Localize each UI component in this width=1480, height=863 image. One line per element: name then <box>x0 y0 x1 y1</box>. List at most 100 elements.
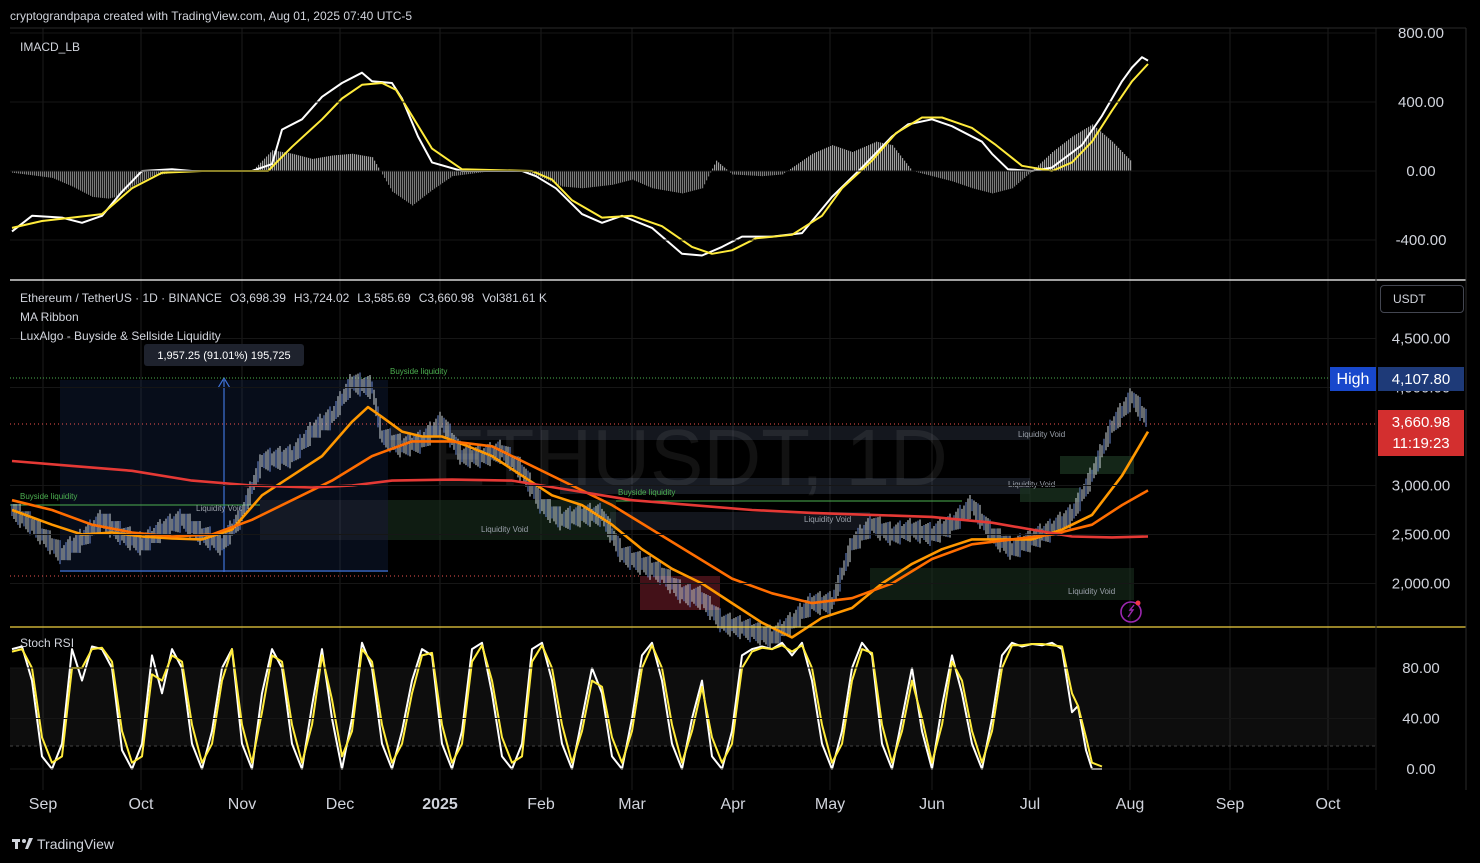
macd-histogram-bar <box>150 171 152 178</box>
stoch-legend[interactable]: Stoch RSI <box>20 636 74 650</box>
macd-histogram-bar <box>600 171 602 187</box>
macd-histogram-bar <box>704 171 706 185</box>
macd-histogram-bar <box>960 171 962 185</box>
macd-histogram-bar <box>1086 128 1088 171</box>
macd-histogram-bar <box>392 171 394 192</box>
macd-histogram-bar <box>760 171 762 177</box>
macd-histogram-bar <box>82 171 84 192</box>
series-line <box>11 63 1149 255</box>
macd-histogram-bar <box>154 171 156 176</box>
macd-histogram-bar <box>868 145 870 171</box>
time-axis[interactable]: Sep Oct Nov Dec 2025 Feb Mar Apr May Jun Jul Aug Sep… <box>29 796 1341 813</box>
macd-histogram-bar <box>822 149 824 171</box>
macd-histogram-bar <box>40 171 42 177</box>
macd-histogram-bar <box>782 171 784 175</box>
macd-histogram-bar <box>116 171 118 197</box>
macd-histogram-bar <box>368 156 370 171</box>
symbol-legend[interactable]: Ethereum / TetherUS · 1D · BINANCE O3,698… <box>20 291 547 305</box>
macd-histogram-bar <box>348 154 350 171</box>
macd-histogram-bar <box>1076 134 1078 171</box>
macd-histogram-bar <box>410 171 412 205</box>
macd-histogram-bar <box>354 154 356 171</box>
macd-histogram-bar <box>940 171 942 179</box>
stoch-axis[interactable]: 80.00 40.00 0.00 <box>10 660 1440 778</box>
indicator-legend-ma-ribbon[interactable]: MA Ribbon <box>20 310 79 324</box>
macd-histogram-bar <box>586 171 588 188</box>
macd-histogram-bar <box>576 171 578 188</box>
macd-histogram-bar <box>836 146 838 171</box>
macd-histogram-bar <box>706 171 708 181</box>
macd-histogram-bar <box>98 171 100 198</box>
macd-histogram-bar <box>716 160 718 171</box>
macd-histogram-bar <box>1014 171 1016 187</box>
macd-histogram-bar <box>398 171 400 196</box>
macd-histogram-bar <box>1126 156 1128 171</box>
liquidity-void-zone <box>1020 488 1080 502</box>
macd-histogram-bar <box>834 145 836 171</box>
axis-tick-label: 2,000.00 <box>1392 576 1450 593</box>
macd-histogram-bar <box>852 152 854 171</box>
macd-histogram-bar <box>312 158 314 171</box>
macd-histogram-bar <box>608 171 610 186</box>
macd-histogram-bar <box>548 171 550 181</box>
macd-histogram-bar <box>980 171 982 191</box>
price-axis[interactable]: 4,500.004,000.003,000.002,500.002,000.00 <box>10 331 1450 593</box>
macd-histogram-bar <box>862 147 864 171</box>
time-tick-label: Oct <box>129 796 154 813</box>
macd-histogram-bar <box>748 171 750 176</box>
annotation-label: Buyside liquidity <box>618 488 675 497</box>
macd-histogram-bar <box>20 171 22 174</box>
symbol-title: Ethereum / TetherUS · 1D · BINANCE <box>20 291 222 305</box>
axis-tick-label: 3,000.00 <box>1392 478 1450 495</box>
macd-histogram-bar <box>606 171 608 186</box>
notification-dot <box>1135 600 1141 606</box>
stoch-rsi-pane[interactable] <box>10 641 1376 770</box>
macd-histogram-bar <box>46 171 48 178</box>
macd-histogram-bar <box>854 151 856 171</box>
annotation-label: Liquidity Void <box>1068 587 1115 596</box>
currency-button[interactable]: USDT <box>1380 285 1464 313</box>
macd-histogram-bar <box>1108 138 1110 171</box>
price-pane[interactable]: ETHUSDT, 1D Buyside liquidity Buyside li… <box>10 344 1376 649</box>
replay-icon-bolt <box>1127 604 1135 618</box>
macd-histogram-bar <box>1000 171 1002 192</box>
indicator-legend-luxalgo[interactable]: LuxAlgo - Buyside & Sellside Liquidity <box>20 329 221 343</box>
macd-price-axis[interactable]: 800.00 400.00 0.00 -400.00 <box>10 25 1446 249</box>
macd-histogram-bar <box>636 171 638 182</box>
macd-histogram-bar <box>736 171 738 175</box>
macd-histogram-bar <box>930 171 932 176</box>
macd-histogram-bar <box>364 155 366 171</box>
macd-histogram-bar <box>30 171 32 176</box>
macd-histogram-bar <box>598 171 600 187</box>
macd-histogram-bar <box>924 171 926 175</box>
macd-histogram-bar <box>1072 136 1074 171</box>
macd-histogram-bar <box>954 171 956 183</box>
macd-histogram-bar <box>476 171 478 174</box>
macd-histogram-bar <box>686 171 688 193</box>
macd-histogram-bar <box>1128 158 1130 171</box>
bar-countdown: 11:19:23 <box>1392 435 1449 452</box>
macd-histogram-bar <box>36 171 38 176</box>
macd-histogram-bar <box>644 171 646 185</box>
macd-histogram-bar <box>934 171 936 177</box>
macd-histogram-bar <box>156 171 158 176</box>
macd-legend[interactable]: IMACD_LB <box>20 40 80 54</box>
macd-histogram-bar <box>460 171 462 176</box>
macd-histogram-bar <box>1024 171 1026 178</box>
series-line <box>11 641 1102 770</box>
macd-histogram-bar <box>996 171 998 193</box>
time-tick-label: Nov <box>228 796 256 813</box>
macd-histogram-bar <box>620 171 622 183</box>
annotation-label: Liquidity Void <box>196 504 243 513</box>
macd-histogram-bar <box>616 171 618 184</box>
replay-icon[interactable] <box>1120 601 1142 623</box>
macd-histogram-bar <box>470 171 472 174</box>
macd-histogram-bar <box>726 169 728 171</box>
macd-histogram-bar <box>1092 124 1094 171</box>
macd-histogram-bar <box>1020 171 1022 182</box>
macd-histogram-bar <box>458 171 460 176</box>
macd-pane[interactable] <box>10 56 1376 257</box>
macd-histogram-bar <box>590 171 592 188</box>
macd-histogram-bar <box>66 171 68 184</box>
